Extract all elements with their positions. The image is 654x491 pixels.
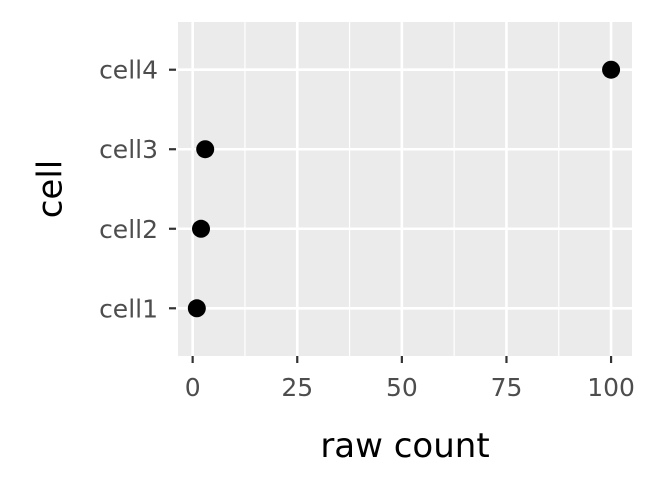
x-axis: 0 25 50 75 100 <box>185 356 635 402</box>
y-tick-label: cell2 <box>99 215 158 244</box>
minor-gridlines <box>244 22 560 356</box>
plot-panel <box>178 22 632 356</box>
x-tick-label: 50 <box>386 373 418 402</box>
y-axis-title: cell <box>31 160 71 219</box>
y-axis: cell1 cell2 cell3 cell4 <box>99 56 176 323</box>
data-point-cell3 <box>196 140 215 159</box>
y-tick-label: cell4 <box>99 56 158 85</box>
x-tick-label: 0 <box>185 373 201 402</box>
y-tick-label: cell1 <box>99 294 158 323</box>
data-point-cell2 <box>192 219 211 238</box>
data-points <box>187 60 621 318</box>
y-tick-label: cell3 <box>99 135 158 164</box>
data-point-cell1 <box>187 299 206 318</box>
x-tick-label: 25 <box>281 373 313 402</box>
x-tick-label: 100 <box>587 373 635 402</box>
x-axis-title: raw count <box>320 426 489 466</box>
x-tick-label: 75 <box>491 373 523 402</box>
data-point-cell4 <box>602 60 621 79</box>
